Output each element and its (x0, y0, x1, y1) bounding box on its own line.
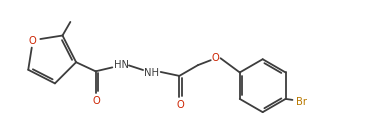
Text: O: O (93, 96, 101, 106)
Text: Br: Br (296, 97, 307, 107)
Text: O: O (28, 36, 36, 46)
Text: O: O (212, 53, 220, 63)
Text: O: O (176, 100, 184, 110)
Text: NH: NH (144, 68, 160, 78)
Text: HN: HN (113, 60, 129, 70)
